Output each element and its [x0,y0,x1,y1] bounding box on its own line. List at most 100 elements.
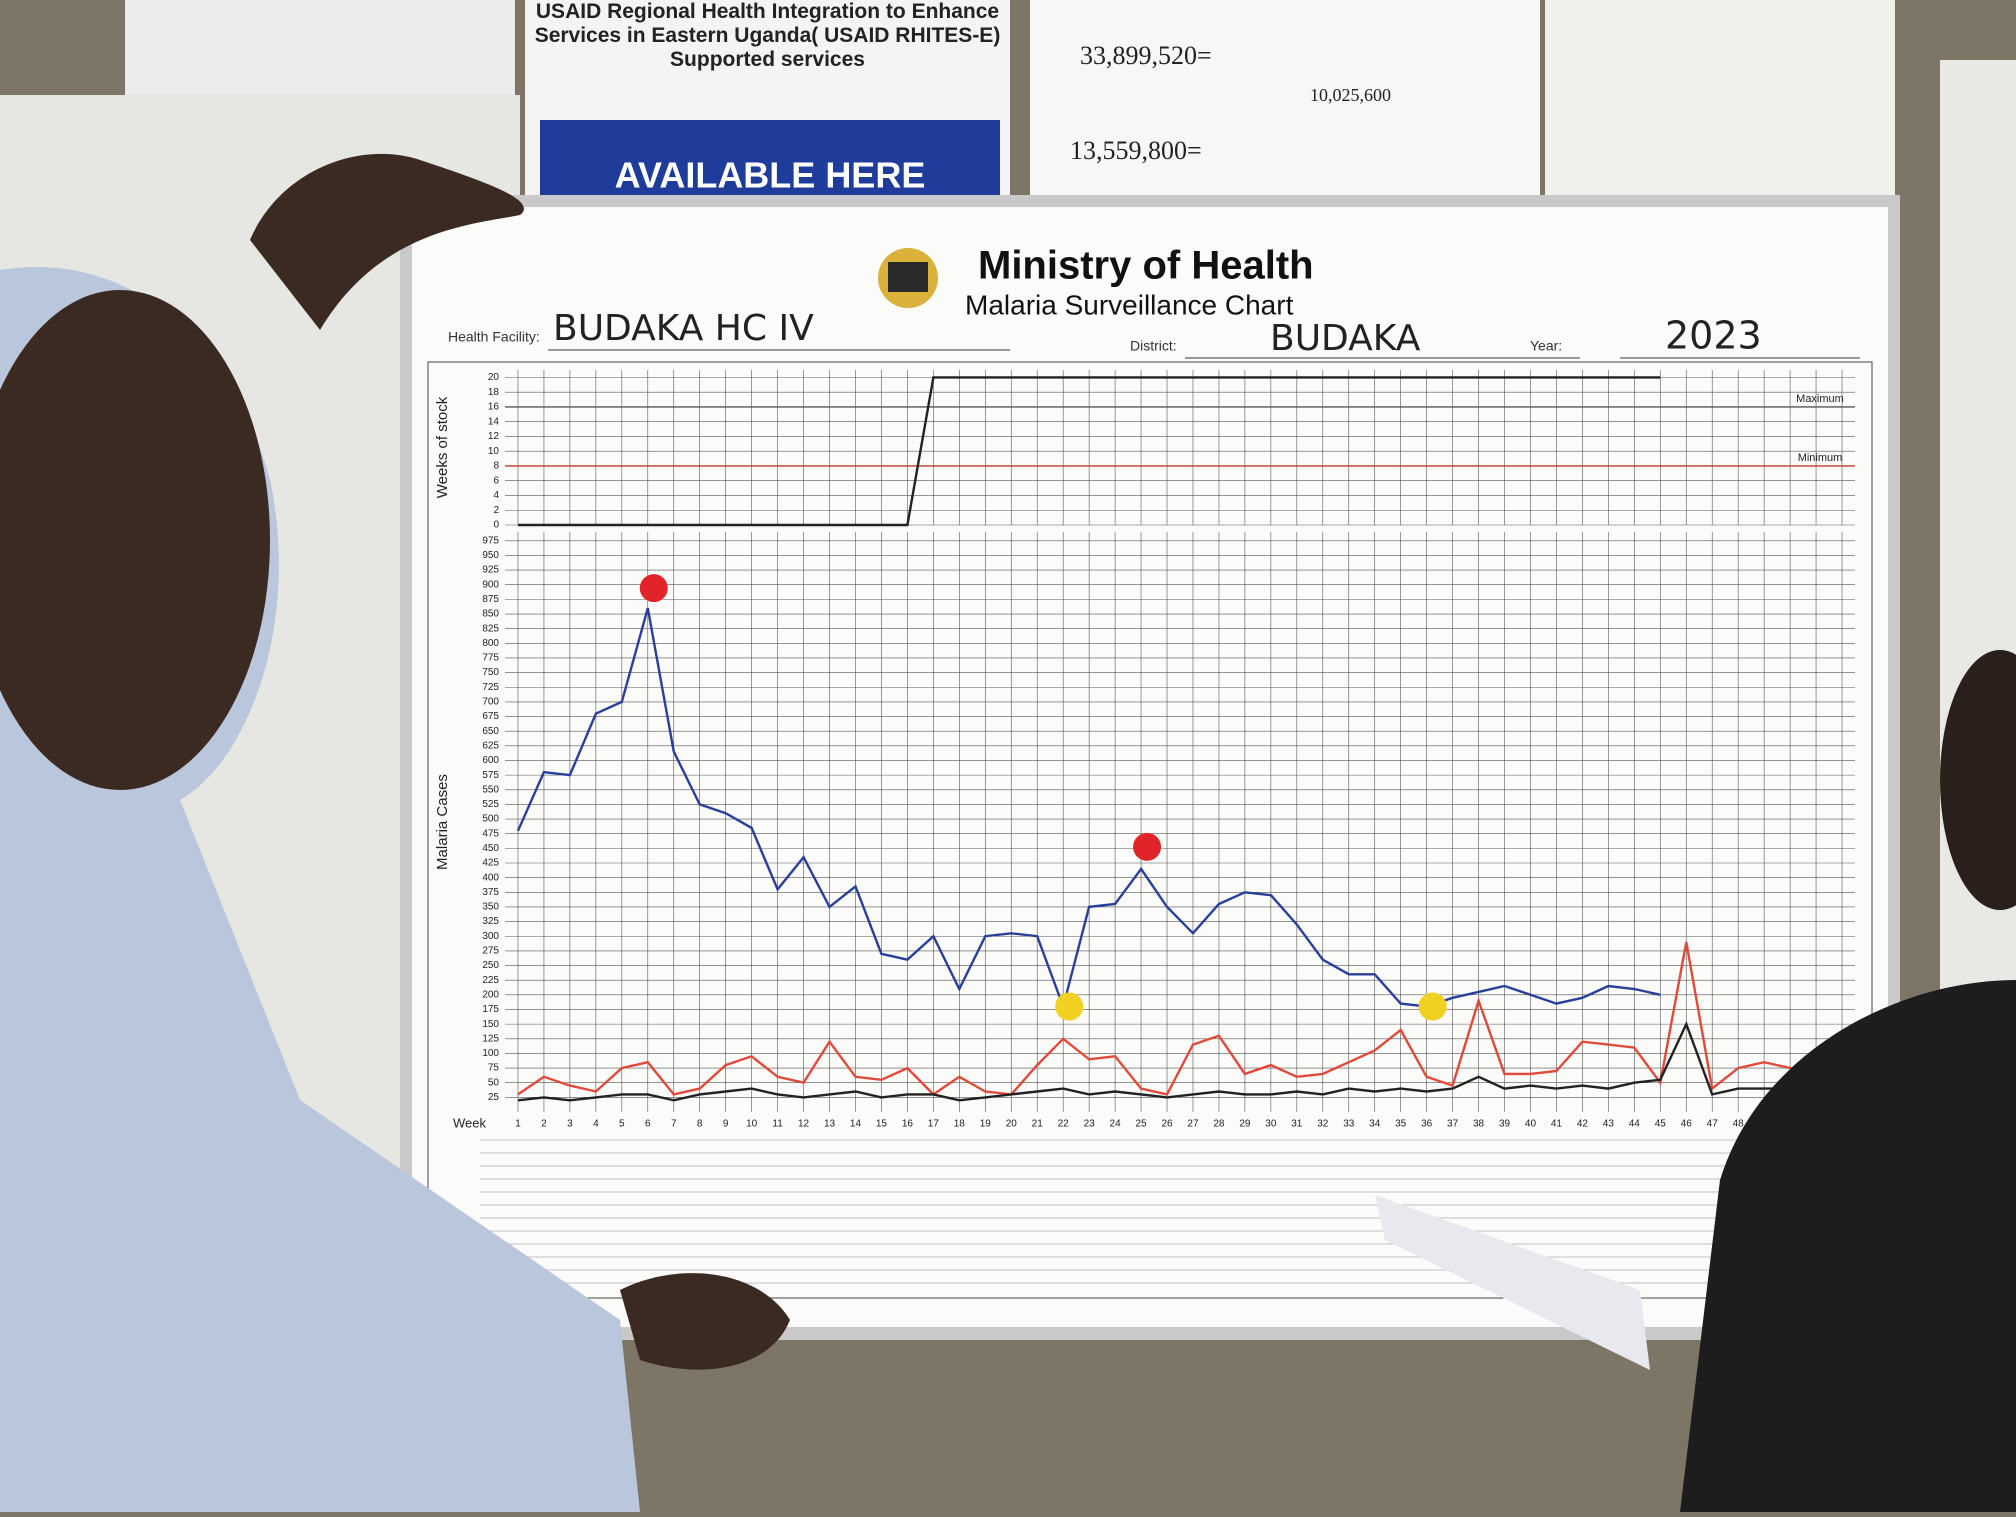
y-tick-label: 10 [488,446,500,457]
threshold-label: Minimum [1798,452,1843,464]
x-tick-label: 2 [541,1119,547,1130]
y-tick-label: 0 [493,520,499,531]
x-tick-label: 21 [1032,1119,1044,1130]
y-axis-label: Weeks of stock [434,396,451,498]
y-tick-label: 100 [482,1048,499,1059]
person-head [1940,650,2016,910]
x-tick-label: 46 [1681,1119,1693,1130]
poster [1545,0,1895,205]
x-tick-label: 26 [1161,1119,1173,1130]
x-tick-label: 3 [567,1119,573,1130]
poster-text-box: USAID Regional Health Integration to Enh… [534,0,1001,71]
x-tick-label: 35 [1395,1119,1407,1130]
y-tick-label: 25 [488,1092,500,1103]
y-tick-label: 875 [482,594,499,605]
y-tick-label: 12 [488,431,500,442]
x-tick-label: 13 [824,1119,836,1130]
y-tick-label: 725 [482,682,499,693]
poster-banner [540,120,1000,195]
y-tick-label: 125 [482,1033,499,1044]
x-tick-label: 9 [723,1119,729,1130]
x-tick-label: 16 [902,1119,914,1130]
y-tick-label: 6 [493,475,499,486]
poster-text: 13,559,800= [1070,136,1202,165]
y-tick-label: 525 [482,799,499,810]
y-tick-label: 800 [482,638,499,649]
x-tick-label: 24 [1110,1119,1122,1130]
y-tick-label: 975 [482,535,499,546]
y-tick-label: 350 [482,902,499,913]
x-tick-label: 14 [850,1119,862,1130]
y-tick-label: 625 [482,740,499,751]
y-tick-label: 775 [482,653,499,664]
person-head [0,290,270,790]
y-tick-label: 18 [488,387,500,398]
y-tick-label: 700 [482,697,499,708]
x-tick-label: 43 [1603,1119,1615,1130]
x-tick-label: 41 [1551,1119,1563,1130]
poster-text: USAID Regional Health Integration to Enh… [534,0,1001,71]
data-table [480,1139,1830,1284]
y-tick-label: 425 [482,858,499,869]
y-tick-label: 275 [482,946,499,957]
y-tick-label: 325 [482,916,499,927]
field-label: District: [1130,338,1177,354]
x-tick-label: 42 [1577,1119,1589,1130]
field-label: Health Facility: [448,329,540,345]
x-tick-label: 23 [1084,1119,1096,1130]
x-tick-label: 31 [1291,1119,1303,1130]
x-tick-label: 15 [876,1119,888,1130]
x-tick-label: 11 [772,1119,783,1130]
y-tick-label: 75 [488,1063,500,1074]
push-pin [1133,832,1162,861]
x-tick-label: 27 [1187,1119,1199,1130]
x-tick-label: 18 [954,1119,966,1130]
push-pin [1418,992,1447,1021]
y-tick-label: 600 [482,755,499,766]
field-value: BUDAKA [1270,318,1421,359]
y-tick-label: 16 [488,402,500,413]
x-tick-label: 8 [697,1119,703,1130]
x-tick-label: 37 [1447,1119,1459,1130]
x-tick-label: 10 [746,1119,758,1130]
y-tick-label: 8 [493,461,499,472]
x-tick-label: 44 [1629,1119,1641,1130]
board [412,207,1888,1327]
y-tick-label: 225 [482,975,499,986]
y-axis-label: Malaria Cases [434,774,451,870]
data-line [518,376,1661,527]
y-tick-label: 675 [482,711,499,722]
x-tick-label: 38 [1473,1119,1485,1130]
x-tick-label: 20 [1006,1119,1018,1130]
threshold-label: Maximum [1796,393,1844,405]
board-subtitle: Malaria Surveillance Chart [965,289,1294,320]
push-pin [1055,992,1084,1021]
y-tick-label: 20 [488,372,500,383]
person-body [1680,980,2016,1512]
y-tick-label: 850 [482,609,499,620]
x-tick-label: 17 [928,1119,940,1130]
data-line [517,1020,1843,1102]
y-tick-label: 300 [482,931,499,942]
x-tick-label: 22 [1058,1119,1070,1130]
field-value: 2023 [1665,314,1762,358]
y-tick-label: 575 [482,770,499,781]
x-tick-label: 47 [1707,1119,1719,1130]
y-tick-label: 375 [482,887,499,898]
x-tick-label: 30 [1265,1119,1277,1130]
y-tick-label: 50 [488,1077,500,1088]
poster-text: 33,899,520= [1080,41,1212,70]
poster [125,0,515,100]
x-tick-label: 29 [1239,1119,1251,1130]
x-tick-label: 40 [1525,1119,1537,1130]
y-tick-label: 4 [493,490,499,501]
x-tick-label: 12 [798,1119,810,1130]
y-tick-label: 250 [482,960,499,971]
y-tick-label: 14 [488,416,500,427]
data-line [516,607,1661,1011]
push-pin [639,574,668,603]
y-tick-label: 550 [482,784,499,795]
